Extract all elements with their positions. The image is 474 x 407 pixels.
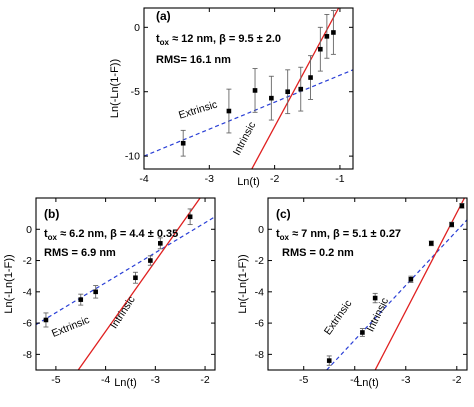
data-point (158, 241, 163, 246)
y-tick-label: -8 (255, 349, 264, 361)
extrinsic-annotation: Extrinsic (177, 99, 218, 122)
x-tick-label: -3 (401, 374, 410, 386)
panel-a: -4 -3 -2 -1 -10 -5 0 Ln(t) Ln(-Ln(1-F)) (a) tox ≈ … (109, 7, 354, 188)
data-point (298, 86, 304, 92)
y-tick-label: -4 (255, 286, 264, 298)
data-point (449, 222, 454, 227)
x-axis-label: Ln(t) (237, 176, 260, 188)
panel-label: (c) (276, 207, 291, 221)
intrinsic-annotation: Intrinsic (231, 120, 259, 158)
y-axis-label: Ln(-Ln(1-F)) (109, 59, 121, 118)
data-point (269, 95, 274, 101)
data-point (428, 241, 434, 246)
x-axis-label: Ln(t) (114, 377, 137, 389)
intrinsic-fit-line (77, 198, 201, 370)
data-point (285, 89, 290, 95)
data-point (78, 297, 84, 302)
extrinsic-fit-line (326, 219, 467, 370)
y-tick-label: 0 (134, 22, 140, 34)
x-tick-label: -2 (452, 374, 461, 386)
x-tick-label: -5 (299, 374, 308, 386)
data-point (324, 34, 330, 39)
extrinsic-annotation: Extrinsic (322, 298, 355, 337)
plot-frame (35, 197, 216, 371)
data-point (187, 214, 193, 220)
rms-text: RMS = 6.9 nm (44, 247, 116, 259)
y-tick-label: -10 (125, 151, 140, 163)
data-point (93, 289, 98, 295)
panel-label: (a) (156, 9, 171, 23)
data-point (326, 358, 332, 363)
data-point (360, 330, 365, 335)
x-tick-label: -3 (151, 374, 160, 386)
plot-area (326, 198, 467, 370)
data-point (252, 88, 258, 93)
plot-area (144, 8, 353, 169)
data-point (318, 46, 323, 52)
oxide-thickness-beta-text: tox ≈ 6.2 nm, β = 4.4 ± 0.35 (44, 228, 178, 242)
y-tick-label: -6 (23, 318, 32, 330)
y-tick-label: -4 (23, 286, 32, 298)
x-tick-label: -1 (335, 173, 344, 185)
y-tick-label: -6 (255, 318, 264, 330)
oxide-thickness-beta-text: tox ≈ 7 nm, β = 5.1 ± 0.27 (276, 228, 401, 242)
data-point (43, 317, 49, 323)
data-point (372, 295, 378, 301)
y-tick-label: -8 (23, 349, 32, 361)
intrinsic-annotation: Intrinsic (108, 294, 138, 331)
x-tick-label: -5 (51, 374, 60, 386)
plot-frame (143, 7, 354, 170)
x-axis-label: Ln(t) (356, 377, 379, 389)
y-axis-label: Ln(-Ln(1-F)) (3, 254, 15, 313)
intrinsic-fit-line (251, 8, 340, 169)
x-tick-label: -2 (270, 173, 279, 185)
data-point (180, 140, 186, 146)
x-tick-label: -4 (139, 173, 148, 185)
plot-frame (267, 197, 468, 371)
data-point (408, 277, 414, 282)
x-tick-label: -2 (200, 374, 209, 386)
data-point (331, 30, 336, 35)
x-tick-label: -3 (205, 173, 214, 185)
panel-c: -5 -4 -3 -2 -8 -6 -4 -2 0 Ln(t) Ln(-Ln(1-F)) (c) tox… (237, 197, 468, 389)
data-point (133, 275, 138, 281)
intrinsic-annotation: Intrinsic (365, 296, 392, 334)
x-tick-label: -4 (101, 374, 110, 386)
y-tick-label: -5 (131, 86, 140, 98)
panel-b: -5 -4 -3 -2 -8 -6 -4 -2 0 Ln(t) Ln(-Ln(1-F)) (b) tox… (3, 197, 216, 389)
data-point (459, 203, 465, 209)
y-axis-label: Ln(-Ln(1-F)) (237, 254, 249, 313)
y-tick-label: -2 (23, 255, 32, 267)
panel-label: (b) (44, 207, 59, 221)
y-tick-label: -2 (255, 255, 264, 267)
data-point (226, 108, 232, 114)
data-point (148, 258, 153, 263)
data-point (308, 75, 313, 80)
x-tick-label: -4 (350, 374, 359, 386)
rms-text: RMS= 16.1 nm (156, 54, 231, 66)
plot-area (36, 198, 215, 370)
oxide-thickness-beta-text: tox ≈ 12 nm, β = 9.5 ± 2.0 (156, 33, 281, 47)
y-tick-label: 0 (26, 224, 32, 236)
extrinsic-annotation: Extrinsic (50, 314, 91, 340)
y-tick-label: 0 (258, 224, 264, 236)
extrinsic-fit-line (144, 69, 353, 157)
rms-text: RMS = 0.2 nm (282, 247, 354, 259)
